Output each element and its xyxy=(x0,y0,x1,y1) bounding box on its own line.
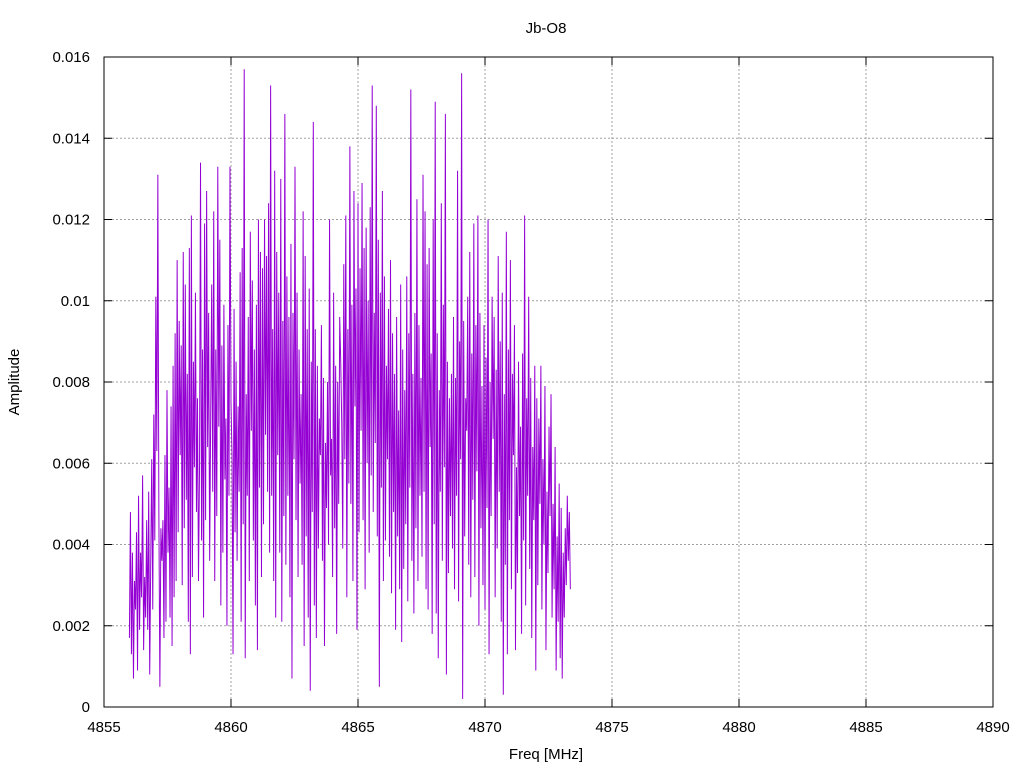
series-line xyxy=(128,69,571,699)
y-tick-label: 0.01 xyxy=(61,293,90,310)
y-axis-label: Amplitude xyxy=(6,349,23,416)
x-tick-label: 4870 xyxy=(468,719,501,736)
y-tick-label: 0.012 xyxy=(52,212,90,229)
x-axis-label: Freq [MHz] xyxy=(509,746,583,763)
y-tick-label: 0.008 xyxy=(52,374,90,391)
chart-title: Jb-O8 xyxy=(526,20,567,37)
y-tick-label: 0.014 xyxy=(52,130,90,147)
y-tick-labels: 0 0.002 0.004 0.006 0.008 0.01 0.012 0.014 0.016 xyxy=(52,49,90,716)
x-tick-label: 4880 xyxy=(722,719,755,736)
x-tick-label: 4890 xyxy=(976,719,1009,736)
y-tick-label: 0.004 xyxy=(52,537,90,554)
y-tick-label: 0 xyxy=(82,699,90,716)
y-tick-label: 0.006 xyxy=(52,455,90,472)
x-tick-label: 4885 xyxy=(849,719,882,736)
series-layer xyxy=(128,69,571,699)
y-tick-label: 0.002 xyxy=(52,618,90,635)
grid xyxy=(104,57,993,707)
plot-frame xyxy=(103,56,994,708)
x-tick-label: 4860 xyxy=(214,719,247,736)
x-tick-labels: 4855 4860 4865 4870 4875 4880 4885 4890 xyxy=(87,719,1009,736)
x-tick-label: 4875 xyxy=(595,719,628,736)
y-tick-label: 0.016 xyxy=(52,49,90,66)
x-tick-label: 4855 xyxy=(87,719,120,736)
x-tick-label: 4865 xyxy=(341,719,374,736)
